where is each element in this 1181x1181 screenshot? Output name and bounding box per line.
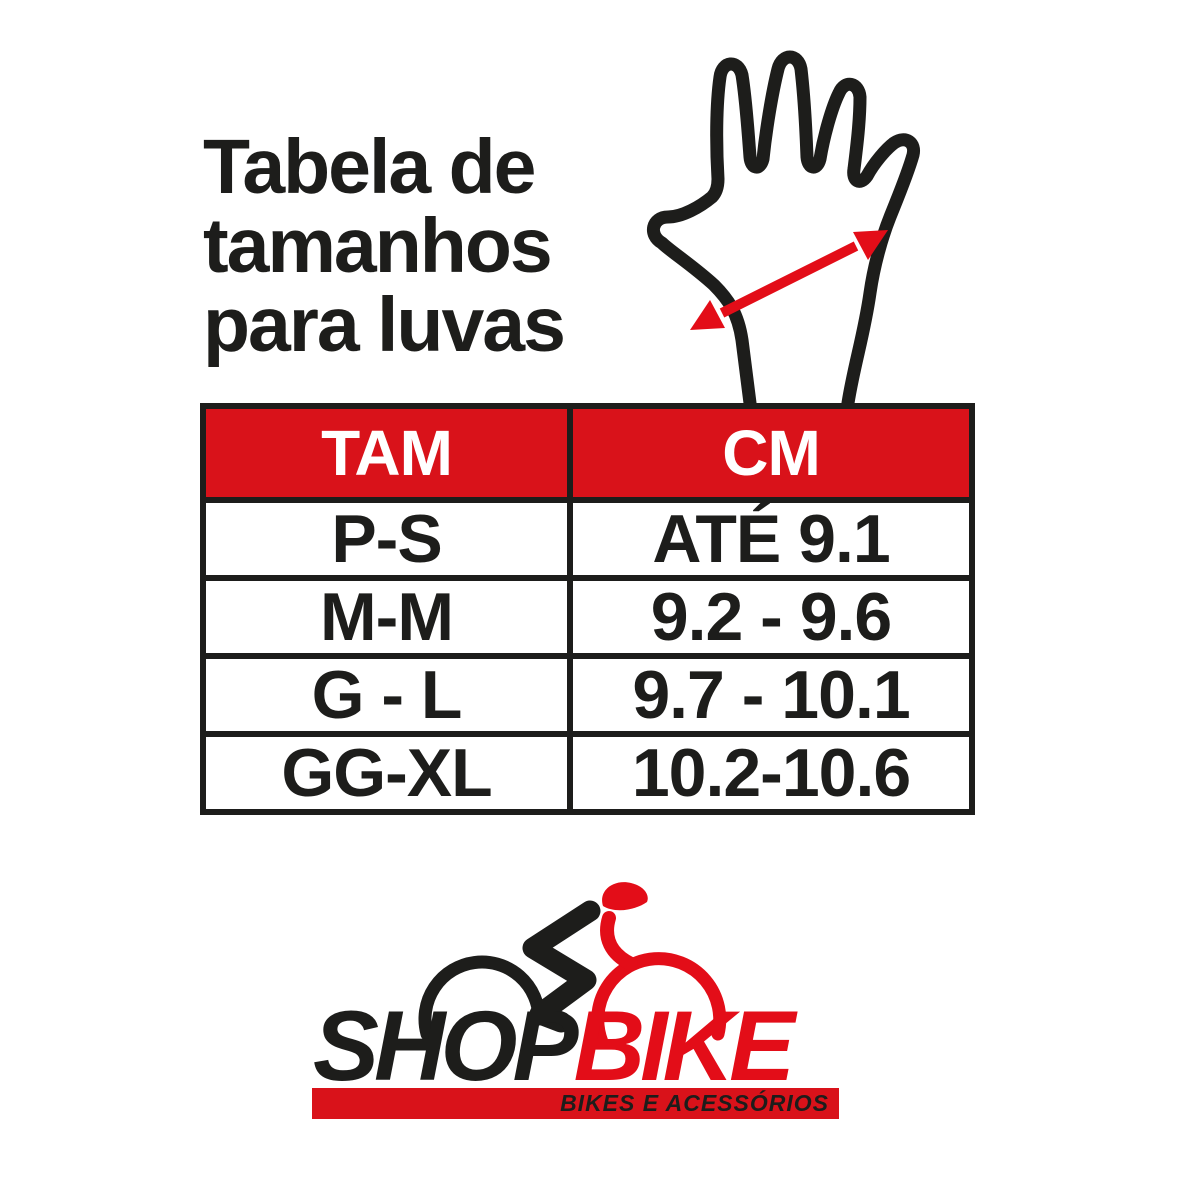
tagline-text: BIKES E ACESSÓRIOS	[560, 1090, 829, 1116]
tagline-bar: BIKES E ACESSÓRIOS	[312, 1088, 839, 1119]
cm-cell: 10.2-10.6	[567, 731, 969, 811]
size-cell: P-S	[206, 497, 567, 577]
size-cell: G - L	[206, 653, 567, 733]
helmet-icon	[602, 882, 648, 911]
hand-outline	[647, 50, 920, 410]
page-title: Tabela de tamanhos para luvas	[203, 128, 633, 365]
size-table-header-cm: CM	[567, 409, 969, 497]
wordmark-shop: SHOP	[313, 990, 579, 1101]
shopbike-logo: SHOPBIKE BIKES E ACESSÓRIOS	[305, 872, 845, 1134]
cm-cell: ATÉ 9.1	[567, 497, 969, 577]
size-table: TAM CM P-S ATÉ 9.1 M-M 9.2 - 9.6 G - L 9…	[200, 403, 975, 815]
title-line-2: tamanhos	[203, 203, 553, 289]
cm-cell: 9.7 - 10.1	[567, 653, 969, 733]
size-table-header-tam: TAM	[206, 409, 567, 497]
wordmark-bike: BIKE	[573, 990, 796, 1101]
cyclist-icon	[418, 882, 727, 1049]
title-line-3: para luvas	[203, 282, 566, 368]
cm-cell: 9.2 - 9.6	[567, 575, 969, 655]
rear-wheel-icon	[418, 955, 546, 1041]
size-cell: M-M	[206, 575, 567, 655]
measure-arrow-icon	[690, 230, 888, 330]
front-wheel-icon	[591, 952, 727, 1049]
rider-arm	[600, 911, 638, 971]
shopbike-wordmark: SHOPBIKE	[313, 996, 845, 1095]
hand-measure-icon	[647, 50, 920, 410]
rider-body	[522, 900, 601, 1033]
size-cell: GG-XL	[206, 731, 567, 811]
title-line-1: Tabela de	[203, 124, 536, 210]
